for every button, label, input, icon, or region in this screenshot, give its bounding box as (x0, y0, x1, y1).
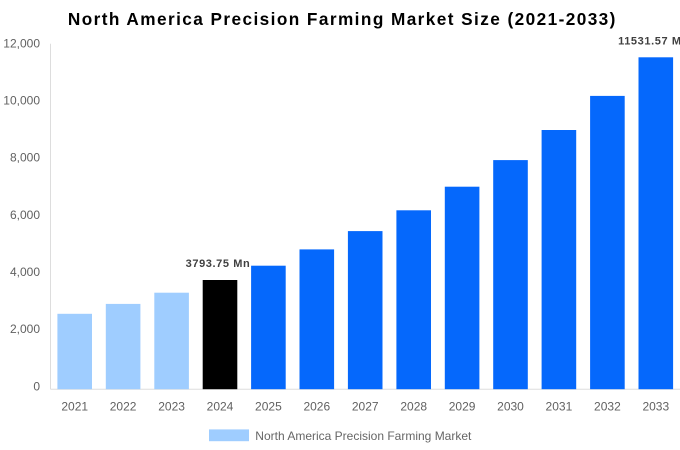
svg-text:2028: 2028 (400, 400, 427, 414)
svg-text:2031: 2031 (546, 400, 573, 414)
svg-text:2027: 2027 (352, 400, 379, 414)
svg-text:North America Precision Farmin: North America Precision Farming Market (255, 429, 472, 443)
svg-text:0: 0 (33, 379, 40, 393)
svg-text:2029: 2029 (449, 400, 476, 414)
svg-text:2024: 2024 (207, 400, 234, 414)
svg-text:6,000: 6,000 (10, 208, 40, 222)
svg-text:4,000: 4,000 (10, 265, 40, 279)
svg-text:12,000: 12,000 (3, 36, 40, 50)
svg-text:11531.57 Mn: 11531.57 Mn (618, 36, 680, 48)
svg-text:3793.75 Mn: 3793.75 Mn (186, 258, 251, 270)
svg-text:10,000: 10,000 (3, 94, 40, 108)
svg-text:2,000: 2,000 (10, 322, 40, 336)
svg-text:2033: 2033 (642, 400, 669, 414)
svg-text:2025: 2025 (255, 400, 282, 414)
svg-text:8,000: 8,000 (10, 151, 40, 165)
svg-text:North America Precision Farmin: North America Precision Farming Market S… (68, 9, 617, 29)
svg-text:2021: 2021 (61, 400, 88, 414)
svg-text:2023: 2023 (158, 400, 185, 414)
svg-text:2030: 2030 (497, 400, 524, 414)
svg-text:2032: 2032 (594, 400, 621, 414)
svg-text:2022: 2022 (110, 400, 137, 414)
svg-text:2026: 2026 (303, 400, 330, 414)
